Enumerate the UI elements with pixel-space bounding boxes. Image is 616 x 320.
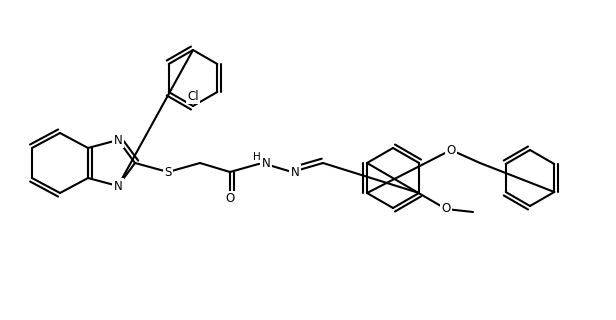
Text: N: N [113, 133, 123, 147]
Text: O: O [447, 143, 456, 156]
Text: N: N [262, 156, 270, 170]
Text: N: N [291, 165, 299, 179]
Text: N: N [113, 180, 123, 193]
Text: O: O [225, 193, 235, 205]
Text: Cl: Cl [187, 90, 199, 102]
Text: O: O [442, 203, 451, 215]
Text: H: H [253, 152, 261, 162]
Text: S: S [164, 165, 172, 179]
